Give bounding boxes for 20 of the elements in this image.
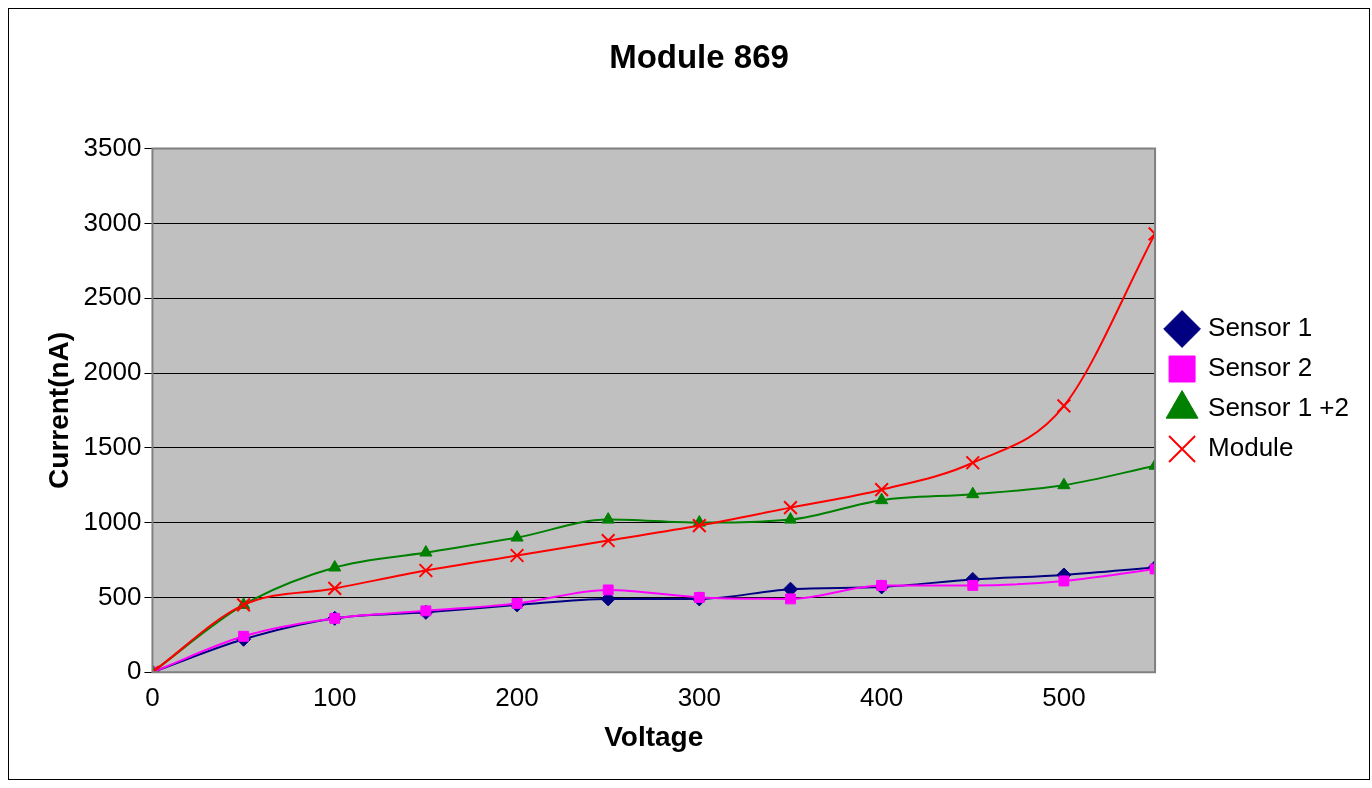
x-tick-label: 300 — [677, 681, 722, 712]
y-tick-label: 1000 — [83, 505, 142, 536]
legend-label: Sensor 2 — [1208, 352, 1313, 383]
x-axis-title: Voltage — [604, 720, 704, 752]
x-tick-label: 500 — [1042, 681, 1086, 712]
y-tick-label: 3000 — [83, 206, 142, 237]
legend-label: Module — [1208, 432, 1294, 463]
x-tick-label: 100 — [313, 681, 357, 712]
legend-label: Sensor 1 +2 — [1208, 392, 1350, 423]
x-tick-label: 400 — [859, 681, 904, 712]
y-axis-title: Current(nA) — [42, 331, 74, 489]
chart-title: Module 869 — [609, 37, 789, 75]
legend-label: Sensor 1 — [1208, 312, 1313, 343]
y-tick-label: 3500 — [83, 131, 142, 162]
y-tick-label: 1500 — [83, 430, 142, 461]
y-tick-label: 0 — [126, 655, 142, 686]
y-tick-label: 2500 — [83, 281, 142, 312]
x-tick-label: 200 — [495, 681, 539, 712]
y-tick-label: 500 — [98, 580, 142, 611]
y-tick-label: 2000 — [83, 356, 142, 387]
